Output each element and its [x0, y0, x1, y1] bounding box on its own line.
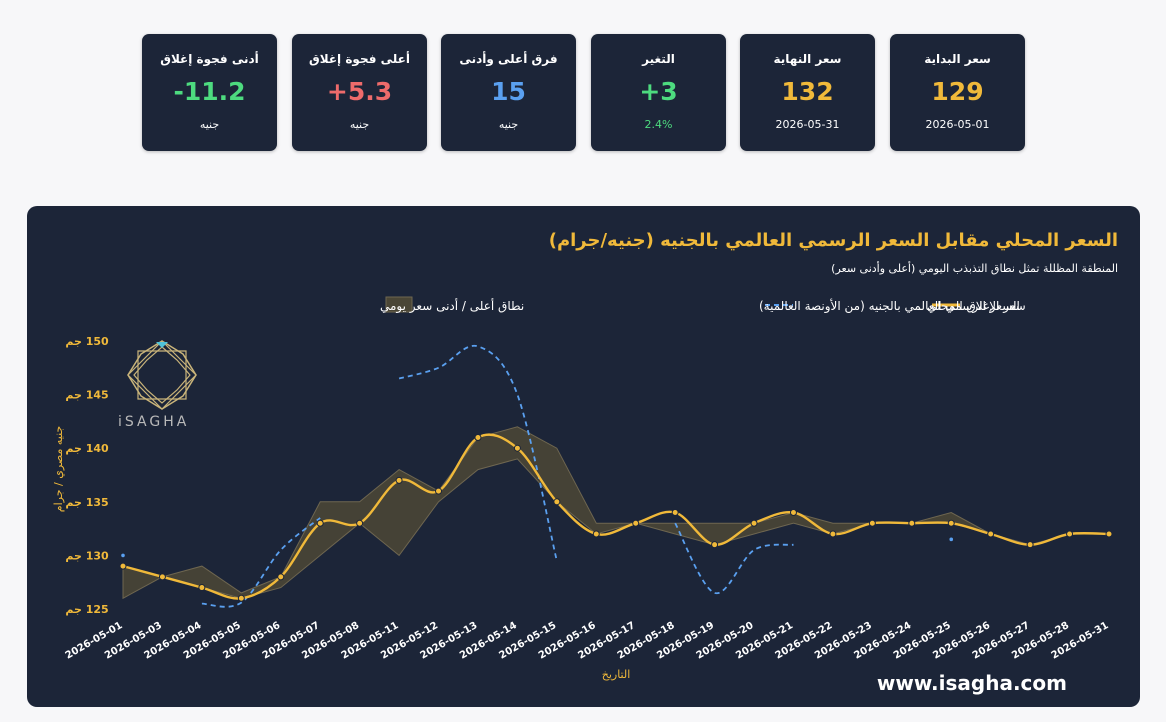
chart-title: السعر المحلي مقابل السعر الرسمي العالمي …: [548, 230, 1118, 251]
card-value: -11.2: [173, 77, 246, 106]
closing-price-point: [829, 530, 837, 538]
world-price-line-segment: [674, 522, 794, 594]
high-low-band: [122, 426, 1109, 600]
card-label: سعر النهاية: [773, 52, 842, 66]
y-tick-label: 145 جم: [65, 389, 108, 402]
logo-star-b: [137, 350, 187, 400]
closing-price-point: [868, 519, 876, 527]
card-label: أعلى فجوة إغلاق: [309, 52, 410, 66]
website-url[interactable]: www.isagha.com: [876, 671, 1067, 695]
closing-price-point: [395, 476, 403, 484]
closing-price-point: [789, 509, 797, 517]
card-sub: 2026-05-01: [925, 118, 990, 131]
closing-price-point: [158, 573, 166, 581]
card-value: +5.3: [326, 77, 393, 106]
stat-card-start-price: سعر البداية 129 2026-05-01: [890, 34, 1025, 151]
stat-card-min-gap: أدنى فجوة إغلاق -11.2 جنيه: [142, 34, 277, 151]
logo-octagon-inner: [133, 346, 191, 404]
stat-card-range: فرق أعلى وأدنى 15 جنيه: [441, 34, 576, 151]
closing-price-point: [513, 444, 521, 452]
closing-price-point: [1105, 530, 1113, 538]
world-price-line-segment: [201, 517, 321, 608]
band-layer: [122, 426, 1109, 600]
legend-band-swatch: [385, 296, 413, 313]
x-axis: 2026-05-012026-05-032026-05-042026-05-05…: [64, 620, 1111, 662]
card-sub: 2.4%: [644, 118, 673, 131]
logo-text: iSAGHA: [118, 414, 190, 430]
card-label: فرق أعلى وأدنى: [459, 52, 558, 66]
logo: [127, 340, 197, 410]
y-axis: 125 جم 130 جم 135 جم 140 جم 145 جم 150 جم: [65, 335, 109, 616]
card-sub: جنيه: [349, 118, 370, 131]
closing-price-point: [987, 530, 995, 538]
world-price-point: [121, 553, 125, 558]
card-label: أدنى فجوة إغلاق: [160, 52, 259, 66]
chart-panel: السعر المحلي مقابل السعر الرسمي العالمي …: [27, 206, 1140, 707]
world-price-line-segment: [398, 344, 558, 562]
card-value: 15: [491, 77, 526, 106]
world-layer: [121, 344, 954, 608]
closing-price-line: [122, 433, 1110, 600]
closing-price-point: [474, 433, 482, 441]
y-tick-label: 140 جم: [65, 442, 109, 455]
stat-card-max-gap: أعلى فجوة إغلاق +5.3 جنيه: [292, 34, 427, 151]
card-sub: جنيه: [498, 118, 519, 131]
card-sub: جنيه: [199, 118, 220, 131]
y-tick-label: 135 جم: [65, 496, 108, 509]
closing-price-point: [356, 519, 364, 527]
legend-band-label: نطاق أعلى / أدنى سعر يومي: [380, 298, 524, 314]
world-price-point: [949, 537, 954, 542]
closing-price-point: [1026, 541, 1034, 549]
closing-price-point: [119, 562, 127, 570]
closing-price-point: [1066, 530, 1074, 538]
stat-card-change: التغير +3 2.4%: [591, 34, 726, 151]
card-value: +3: [639, 77, 678, 106]
y-tick-label: 130 جم: [65, 549, 109, 562]
card-label: التغير: [642, 52, 675, 66]
closing-price-point: [632, 519, 640, 527]
closing-price-point: [237, 594, 245, 602]
card-value: 129: [931, 77, 984, 106]
y-tick-label: 125 جم: [65, 603, 108, 616]
closing-price-point: [316, 519, 324, 527]
legend: سعر الإغلاق المحلي السعر الرسمي العالمي …: [380, 296, 1026, 314]
closing-price-point: [908, 519, 916, 527]
legend-closing-label: سعر الإغلاق المحلي: [927, 299, 1026, 314]
x-axis-title: التاريخ: [602, 668, 631, 681]
card-sub: 2026-05-31: [775, 118, 840, 131]
closing-price-point: [671, 509, 679, 517]
closing-price-point: [750, 519, 758, 527]
legend-world-label: السعر الرسمي العالمي بالجنيه (من الأونصة…: [759, 298, 1020, 314]
stat-card-end-price: سعر النهاية 132 2026-05-31: [740, 34, 875, 151]
card-value: 132: [781, 77, 834, 106]
closing-price-point: [277, 573, 285, 581]
closing-price-point: [947, 519, 955, 527]
closing-price-point: [553, 498, 561, 506]
closing-price-point: [592, 530, 600, 538]
closing-price-point: [435, 487, 443, 495]
closing-price-point: [198, 584, 206, 592]
logo-gem: [156, 342, 168, 348]
points-layer: [119, 433, 1113, 602]
y-tick-label: 150 جم: [65, 335, 109, 348]
logo-star-a: [127, 340, 197, 410]
card-label: سعر البداية: [924, 52, 991, 66]
closing-price-point: [711, 541, 719, 549]
y-axis-title: جنيه مصري / جرام: [52, 426, 65, 512]
line-layer: [122, 433, 1110, 600]
price-chart: 125 جم 130 جم 135 جم 140 جم 145 جم 150 جم 202…: [52, 296, 1113, 681]
chart-subtitle: المنطقة المظللة تمثل نطاق التذبذب اليومي…: [831, 262, 1118, 275]
